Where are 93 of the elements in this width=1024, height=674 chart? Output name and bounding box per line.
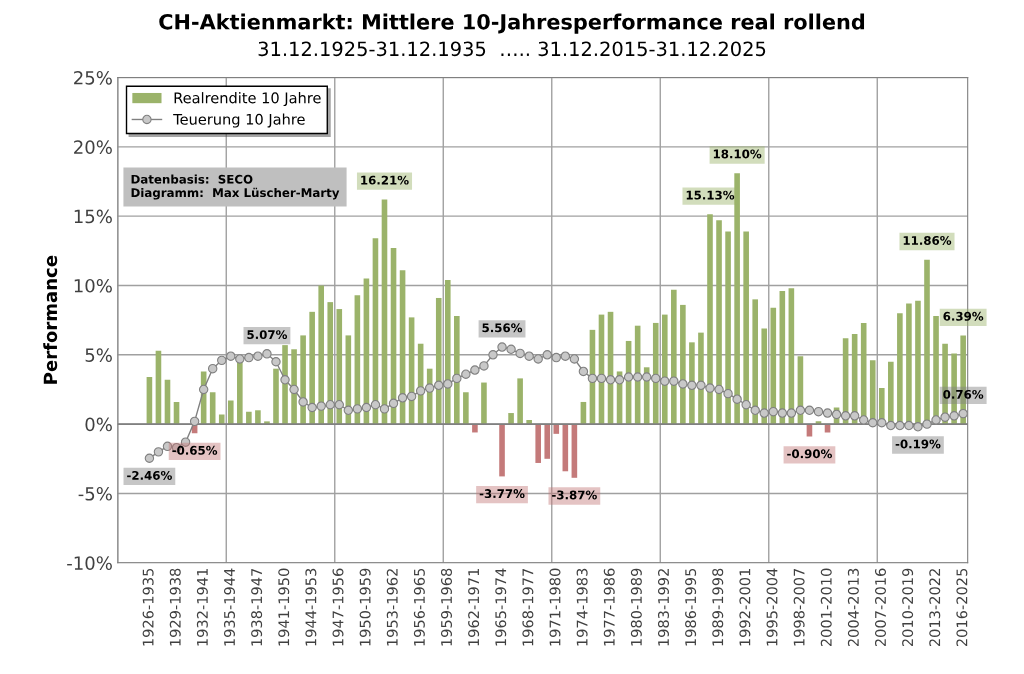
data-label: -3.87%	[552, 490, 597, 500]
bar	[725, 231, 731, 425]
bar	[734, 173, 740, 425]
data-label: -0.65%	[172, 445, 218, 455]
x-tick-label: 1989-1998	[712, 568, 724, 646]
x-tick-label: 1977-1986	[603, 568, 615, 646]
x-tick-label: 1959-1968	[440, 568, 453, 646]
x-tick-label: 1983-1992	[657, 569, 670, 646]
x-tick-label: 1956-1965	[413, 568, 425, 646]
x-tick-label: 1941-1950	[278, 568, 290, 646]
data-label: 0.76%	[943, 389, 984, 399]
x-tick-label: 1932-1941	[196, 569, 208, 646]
x-tick-label: 2016-2025	[956, 568, 968, 647]
annotation: Datenbasis: SECO	[131, 174, 253, 184]
y-tick-label: 5%	[85, 348, 112, 362]
bar	[209, 392, 216, 425]
bar	[227, 400, 234, 425]
bar	[761, 328, 768, 425]
bar	[535, 424, 541, 463]
data-label: 16.21%	[361, 175, 409, 185]
bar	[544, 424, 551, 459]
bar	[661, 314, 668, 425]
bar	[454, 315, 460, 425]
x-tick-label: 1998-2007	[793, 568, 805, 646]
y-tick-label: 15%	[74, 209, 112, 224]
bar	[707, 214, 713, 425]
data-label: 11.86%	[903, 235, 952, 245]
x-tick-label: 1986-1995	[685, 568, 697, 646]
bar	[218, 414, 225, 425]
chart-title: CH-Aktienmarkt: Mittlere 10-Jahresperformance real rollend	[159, 13, 865, 34]
y-tick-label: -5%	[78, 486, 112, 501]
data-label: 6.39%	[943, 311, 984, 321]
x-tick-label: 1995-2004	[766, 568, 778, 646]
y-tick-label: 25%	[74, 70, 112, 85]
bar	[517, 378, 523, 425]
data-label: -0.19%	[895, 439, 941, 449]
annotation: Diagramm: Max Lüscher-Marty	[131, 187, 340, 200]
bar	[481, 382, 487, 425]
x-tick-label: 1980-1989	[630, 568, 642, 646]
x-tick-label: 2007-2016	[874, 568, 887, 647]
x-tick-label: 1935-1944	[223, 568, 236, 646]
x-tick-label: 1947-1956	[332, 568, 344, 646]
x-tick-label: 1974-1983	[576, 568, 588, 646]
x-tick-label: 1971-1980	[549, 568, 561, 646]
x-tick-label: 2013-2022	[929, 569, 941, 647]
data-label: 15.13%	[686, 190, 735, 200]
x-tick-label: 1968-1977	[522, 568, 534, 646]
legend-label: Realrendite 10 Jahre	[174, 92, 321, 107]
bar	[327, 302, 334, 425]
bar	[435, 297, 442, 425]
x-tick-label: 1992-2001	[739, 569, 751, 646]
y-tick-label: -10%	[67, 556, 112, 570]
y-tick-label: 0%	[85, 417, 112, 432]
x-tick-label: 1944-1953	[305, 568, 317, 646]
x-tick-label: 1938-1947	[251, 568, 263, 646]
data-label: -3.77%	[479, 489, 525, 499]
x-tick-label: 2001-2010	[820, 568, 832, 647]
y-tick-label: 10%	[74, 278, 112, 293]
x-tick-label: 1953-1962	[386, 569, 398, 646]
bar	[336, 309, 343, 425]
x-tick-label: 1965-1974	[495, 568, 507, 646]
bar	[255, 410, 261, 425]
x-tick-label: 1926-1935	[142, 568, 154, 646]
bar	[444, 279, 451, 425]
bar	[652, 322, 659, 425]
y-axis-title: Performance	[43, 255, 58, 384]
bar	[300, 335, 306, 425]
data-label: -0.90%	[787, 449, 832, 459]
x-tick-label: 1962-1971	[468, 569, 480, 646]
bar	[246, 411, 252, 425]
chart-subtitle: 31.12.1925-31.12.1935 ….. 31.12.2015-31.12.2025	[258, 41, 766, 57]
bar	[716, 220, 722, 425]
bar	[743, 231, 749, 425]
x-tick-label: 1950-1959	[359, 568, 371, 646]
bar	[309, 311, 315, 425]
x-tick-label: 2004-2013	[847, 568, 859, 647]
bar	[318, 285, 324, 425]
bar	[680, 304, 686, 425]
bar	[508, 413, 514, 425]
legend-label: Teuerung 10 Jahre	[173, 113, 305, 128]
data-label: -2.46%	[127, 470, 172, 480]
bar	[463, 392, 469, 425]
data-label: 5.56%	[482, 323, 523, 333]
data-label: 5.07%	[247, 330, 288, 340]
x-tick-label: 2010-2019	[902, 568, 914, 647]
bar	[752, 299, 758, 425]
y-tick-label: 20%	[74, 140, 112, 154]
bar	[671, 289, 677, 425]
bar	[553, 424, 560, 434]
bar	[770, 307, 777, 425]
data-label: 18.10%	[713, 149, 762, 159]
x-tick-label: 1929-1938	[169, 568, 181, 646]
bar	[499, 424, 505, 477]
